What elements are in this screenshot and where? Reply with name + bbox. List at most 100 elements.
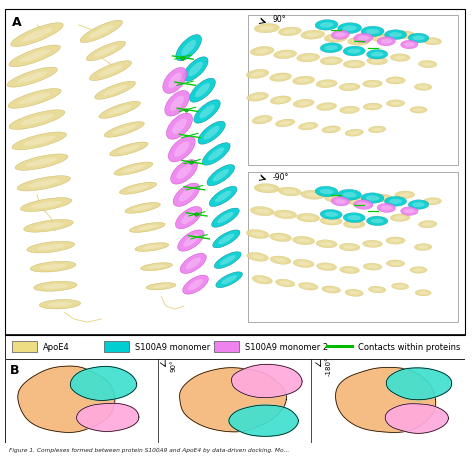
Ellipse shape (339, 84, 360, 91)
Ellipse shape (251, 72, 264, 77)
Ellipse shape (320, 242, 333, 246)
Bar (104, 341, 129, 352)
Ellipse shape (176, 36, 201, 62)
Bar (12, 341, 37, 352)
Ellipse shape (9, 110, 65, 130)
Ellipse shape (251, 255, 264, 259)
Text: S100A9 monomer 1: S100A9 monomer 1 (135, 342, 218, 351)
Ellipse shape (28, 180, 60, 188)
Ellipse shape (19, 50, 50, 63)
Ellipse shape (394, 57, 406, 60)
Ellipse shape (320, 210, 342, 220)
Ellipse shape (299, 123, 318, 131)
Ellipse shape (283, 30, 297, 35)
Ellipse shape (348, 223, 361, 227)
Ellipse shape (423, 198, 441, 206)
Ellipse shape (367, 266, 378, 269)
Ellipse shape (386, 238, 405, 245)
Ellipse shape (188, 279, 203, 290)
Ellipse shape (335, 199, 346, 204)
Ellipse shape (366, 242, 379, 246)
Ellipse shape (183, 58, 208, 82)
Ellipse shape (293, 100, 314, 108)
Ellipse shape (345, 290, 363, 297)
Ellipse shape (297, 214, 319, 222)
Ellipse shape (415, 290, 431, 296)
Ellipse shape (352, 40, 365, 44)
Ellipse shape (422, 223, 433, 227)
Polygon shape (232, 365, 302, 398)
Ellipse shape (9, 46, 60, 68)
Ellipse shape (427, 40, 438, 44)
Ellipse shape (247, 253, 268, 262)
Ellipse shape (366, 83, 379, 86)
Ellipse shape (320, 218, 342, 226)
Ellipse shape (386, 260, 405, 268)
Ellipse shape (135, 243, 169, 252)
Ellipse shape (389, 199, 402, 204)
Ellipse shape (395, 192, 415, 199)
Ellipse shape (371, 219, 383, 223)
Ellipse shape (210, 187, 237, 207)
Ellipse shape (325, 46, 338, 51)
Ellipse shape (270, 74, 292, 82)
Ellipse shape (297, 239, 310, 243)
Ellipse shape (367, 106, 378, 109)
Ellipse shape (103, 86, 127, 96)
Ellipse shape (47, 302, 73, 307)
Ellipse shape (427, 200, 438, 204)
Ellipse shape (27, 242, 74, 253)
Ellipse shape (392, 283, 409, 290)
Ellipse shape (112, 126, 136, 135)
Ellipse shape (324, 35, 347, 43)
Polygon shape (18, 367, 115, 433)
Ellipse shape (366, 217, 388, 226)
Ellipse shape (188, 63, 203, 77)
Ellipse shape (119, 183, 156, 195)
Ellipse shape (20, 198, 72, 212)
Ellipse shape (7, 68, 57, 88)
Ellipse shape (413, 109, 424, 112)
Polygon shape (229, 405, 298, 436)
Ellipse shape (129, 223, 165, 233)
Ellipse shape (412, 203, 425, 208)
Ellipse shape (381, 40, 392, 44)
Ellipse shape (340, 107, 359, 114)
Ellipse shape (274, 236, 287, 240)
Ellipse shape (410, 108, 427, 114)
Ellipse shape (371, 219, 383, 224)
Ellipse shape (118, 146, 140, 154)
Ellipse shape (252, 276, 272, 285)
Ellipse shape (342, 26, 357, 32)
Ellipse shape (301, 191, 325, 200)
Ellipse shape (31, 201, 62, 209)
Ellipse shape (395, 285, 405, 288)
Ellipse shape (354, 200, 373, 210)
Ellipse shape (372, 129, 383, 132)
Ellipse shape (390, 215, 410, 222)
Ellipse shape (322, 287, 340, 294)
Ellipse shape (384, 31, 407, 40)
Ellipse shape (366, 50, 388, 60)
Ellipse shape (172, 119, 187, 135)
Ellipse shape (315, 20, 338, 31)
Ellipse shape (26, 158, 57, 167)
Ellipse shape (361, 193, 384, 204)
Polygon shape (336, 368, 436, 433)
Ellipse shape (194, 100, 220, 124)
Ellipse shape (30, 262, 76, 272)
Ellipse shape (390, 262, 401, 266)
Ellipse shape (325, 60, 338, 64)
Ellipse shape (175, 207, 202, 229)
Ellipse shape (146, 283, 176, 290)
Ellipse shape (317, 103, 337, 111)
Ellipse shape (274, 51, 297, 60)
Ellipse shape (365, 30, 380, 35)
Ellipse shape (211, 208, 239, 228)
Ellipse shape (386, 78, 405, 85)
Ellipse shape (255, 209, 269, 214)
Polygon shape (180, 368, 286, 432)
Ellipse shape (174, 142, 189, 158)
Ellipse shape (372, 288, 383, 292)
Ellipse shape (381, 206, 392, 211)
